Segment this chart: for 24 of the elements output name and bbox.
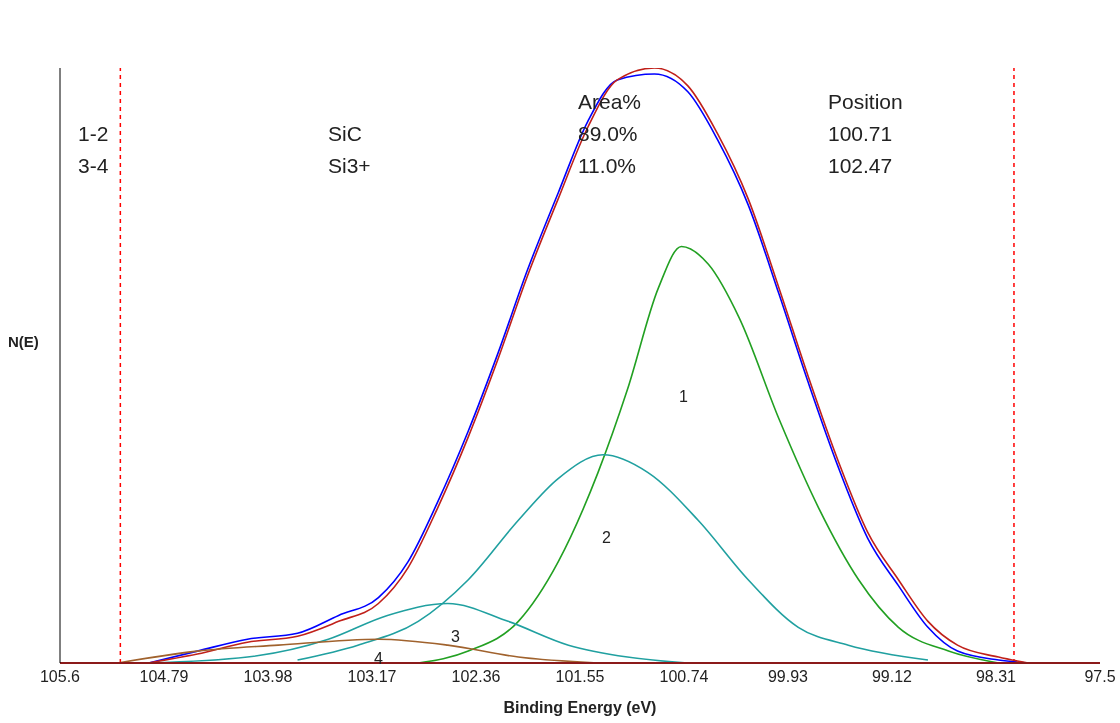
x-tick-label: 97.5 xyxy=(1084,668,1116,686)
annotation: 1-2 xyxy=(78,122,109,146)
x-tick-label: 104.79 xyxy=(139,668,189,686)
x-tick-label: 98.31 xyxy=(975,668,1017,686)
x-tick-label: 101.55 xyxy=(555,668,605,686)
x-tick-label: 102.36 xyxy=(451,668,501,686)
annotation: 102.47 xyxy=(828,154,893,178)
annotation: 11.0% xyxy=(578,154,636,178)
annotation: SiC xyxy=(328,122,362,146)
x-tick-label: 105.6 xyxy=(39,668,81,686)
x-tick-label: 100.74 xyxy=(659,668,709,686)
x-tick-label: 103.98 xyxy=(243,668,293,686)
annotation: 3-4 xyxy=(78,154,109,178)
annotation: 100.71 xyxy=(828,122,893,146)
x-axis-title: Binding Energy (eV) xyxy=(503,699,657,716)
annotation: 3 xyxy=(451,628,460,646)
x-tick-label: 103.17 xyxy=(347,668,397,686)
annotation: 1 xyxy=(679,388,688,406)
x-tick-label: 99.12 xyxy=(871,668,913,686)
x-tick-label: 99.93 xyxy=(767,668,809,686)
annotation: Position xyxy=(828,90,903,114)
y-axis-title: N(E) xyxy=(8,333,39,350)
annotation: Si3+ xyxy=(328,154,371,178)
annotation: 2 xyxy=(602,529,611,547)
